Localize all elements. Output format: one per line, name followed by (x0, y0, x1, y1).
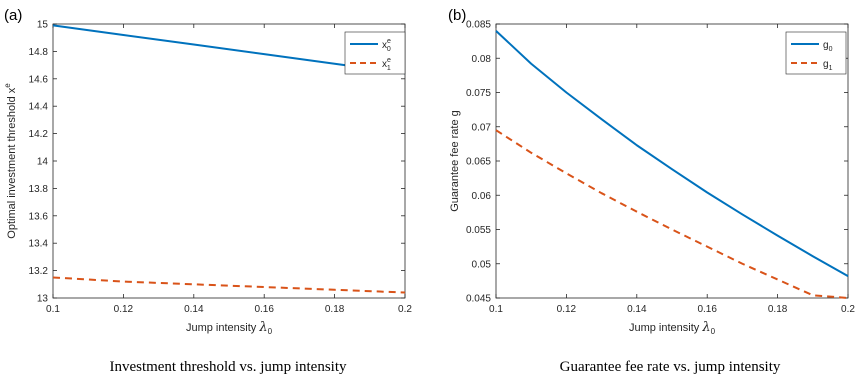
y-tick-label: 0.085 (466, 20, 491, 31)
y-tick-label: 13.4 (29, 239, 49, 250)
y-tick-label: 13 (37, 294, 49, 305)
x-axis-label: Jump intensity λ0 (186, 320, 273, 336)
y-tick-label: 0.08 (472, 54, 492, 65)
x-tick-label: 0.16 (697, 304, 717, 315)
figure-caption: Investment threshold vs. jump intensity (109, 359, 347, 375)
x-tick-label: 0.18 (325, 304, 345, 315)
y-tick-label: 14.2 (29, 129, 49, 140)
y-tick-label: 14.8 (29, 47, 49, 58)
y-tick-label: 13.2 (29, 266, 49, 277)
x-tick-label: 0.12 (114, 304, 134, 315)
legend-entry-x1: xe 1 (382, 57, 391, 72)
legend-entry-g1: g1 (823, 59, 833, 72)
legend: xe 0xe 1 (344, 31, 406, 75)
x-tick-label: 0.2 (841, 304, 855, 315)
x-tick-label: 0.1 (489, 304, 503, 315)
y-tick-label: 0.05 (472, 259, 492, 270)
y-tick-label: 14.6 (29, 74, 49, 85)
y-axis-label: Optimal investment threshold xe (3, 83, 18, 239)
legend-box (344, 31, 406, 75)
panel-label: (b) (448, 7, 466, 24)
x-tick-label: 0.18 (768, 304, 788, 315)
series-line-g0 (495, 30, 849, 277)
y-tick-label: 13.8 (29, 184, 49, 195)
x-tick-label: 0.12 (557, 304, 577, 315)
legend-entry-g0: g0 (823, 40, 833, 53)
y-tick-label: 15 (37, 20, 49, 31)
panel-label: (a) (4, 7, 22, 24)
x-tick-label: 0.1 (46, 304, 60, 315)
y-tick-label: 13.6 (29, 211, 49, 222)
y-tick-label: 0.055 (466, 225, 491, 236)
y-tick-label: 14 (37, 157, 49, 168)
y-tick-label: 0.07 (472, 122, 492, 133)
legend-box (785, 31, 847, 75)
chart-panel-2: 0.1 0.12 0.14 0.16 0.18 0.2 0.045 0.05 0.055 0.06… (448, 7, 855, 375)
chart-panel-1: 0.1 0.12 0.14 0.16 0.18 0.2 13 13.2 13.4 13.6 13.8… (3, 7, 412, 375)
x-tick-label: 0.16 (254, 304, 274, 315)
series-line-x1 (52, 276, 406, 294)
y-tick-label: 0.075 (466, 88, 491, 99)
y-tick-label: 0.045 (466, 294, 491, 305)
y-axis-label: Guarantee fee rate g (449, 110, 461, 212)
y-tick-label: 14.4 (29, 102, 49, 113)
legend-entry-x0: xe 0 (382, 38, 391, 53)
x-tick-label: 0.14 (627, 304, 647, 315)
x-axis-label: Jump intensity λ0 (629, 320, 716, 336)
y-tick-label: 0.06 (472, 191, 492, 202)
x-tick-label: 0.14 (184, 304, 204, 315)
x-tick-label: 0.2 (398, 304, 412, 315)
figure-caption: Guarantee fee rate vs. jump intensity (560, 359, 781, 375)
y-tick-label: 0.065 (466, 157, 491, 168)
